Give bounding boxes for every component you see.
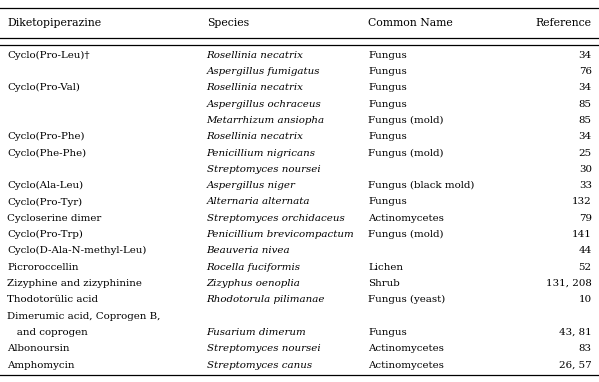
Text: Cycloserine dimer: Cycloserine dimer (7, 214, 101, 223)
Text: Reference: Reference (536, 18, 592, 28)
Text: Cyclo(D-Ala-N-methyl-Leu): Cyclo(D-Ala-N-methyl-Leu) (7, 246, 147, 256)
Text: Cyclo(Pro-Leu)†: Cyclo(Pro-Leu)† (7, 50, 90, 60)
Text: Aspergillus fumigatus: Aspergillus fumigatus (207, 67, 320, 76)
Text: Streptomyces orchidaceus: Streptomyces orchidaceus (207, 214, 344, 223)
Text: Rocella fuciformis: Rocella fuciformis (207, 263, 301, 272)
Text: Alternaria alternata: Alternaria alternata (207, 197, 310, 206)
Text: Fusarium dimerum: Fusarium dimerum (207, 328, 307, 337)
Text: 141: 141 (572, 230, 592, 239)
Text: Rosellinia necatrix: Rosellinia necatrix (207, 83, 304, 92)
Text: Albonoursin: Albonoursin (7, 344, 69, 353)
Text: Rhodotorula pilimanae: Rhodotorula pilimanae (207, 295, 325, 304)
Text: Species: Species (207, 18, 249, 28)
Text: Cyclo(Phe-Phe): Cyclo(Phe-Phe) (7, 149, 86, 157)
Text: 30: 30 (579, 165, 592, 174)
Text: Zizyphine and zizyphinine: Zizyphine and zizyphinine (7, 279, 142, 288)
Text: Fungus (yeast): Fungus (yeast) (368, 295, 446, 304)
Text: Actinomycetes: Actinomycetes (368, 214, 444, 223)
Text: Fungus: Fungus (368, 197, 407, 206)
Text: Actinomycetes: Actinomycetes (368, 361, 444, 369)
Text: Dimerumic acid, Coprogen B,: Dimerumic acid, Coprogen B, (7, 312, 161, 320)
Text: Fungus (black mold): Fungus (black mold) (368, 181, 475, 190)
Text: Picroroccellin: Picroroccellin (7, 263, 78, 272)
Text: 34: 34 (579, 132, 592, 141)
Text: Penicillium nigricans: Penicillium nigricans (207, 149, 316, 157)
Text: Fungus: Fungus (368, 51, 407, 60)
Text: 83: 83 (579, 344, 592, 353)
Text: Streptomyces canus: Streptomyces canus (207, 361, 312, 369)
Text: 34: 34 (579, 51, 592, 60)
Text: Streptomyces noursei: Streptomyces noursei (207, 344, 320, 353)
Text: Fungus: Fungus (368, 132, 407, 141)
Text: Thodotorülic acid: Thodotorülic acid (7, 295, 98, 304)
Text: 131, 208: 131, 208 (546, 279, 592, 288)
Text: Cyclo(Ala-Leu): Cyclo(Ala-Leu) (7, 181, 83, 190)
Text: Fungus: Fungus (368, 67, 407, 76)
Text: 33: 33 (579, 181, 592, 190)
Text: 10: 10 (579, 295, 592, 304)
Text: Amphomycin: Amphomycin (7, 361, 75, 369)
Text: Streptomyces noursei: Streptomyces noursei (207, 165, 320, 174)
Text: Cyclo(Pro-Phe): Cyclo(Pro-Phe) (7, 132, 84, 141)
Text: Fungus: Fungus (368, 100, 407, 108)
Text: Fungus: Fungus (368, 83, 407, 92)
Text: Fungus (mold): Fungus (mold) (368, 116, 444, 125)
Text: 76: 76 (579, 67, 592, 76)
Text: Rosellinia necatrix: Rosellinia necatrix (207, 132, 304, 141)
Text: Actinomycetes: Actinomycetes (368, 344, 444, 353)
Text: 85: 85 (579, 100, 592, 108)
Text: 26, 57: 26, 57 (559, 361, 592, 369)
Text: Fungus (mold): Fungus (mold) (368, 230, 444, 239)
Text: 132: 132 (572, 197, 592, 206)
Text: 85: 85 (579, 116, 592, 125)
Text: and coprogen: and coprogen (7, 328, 88, 337)
Text: 44: 44 (579, 246, 592, 256)
Text: Shrub: Shrub (368, 279, 400, 288)
Text: Penicillium brevicompactum: Penicillium brevicompactum (207, 230, 355, 239)
Text: Aspergillus ochraceus: Aspergillus ochraceus (207, 100, 322, 108)
Text: 52: 52 (579, 263, 592, 272)
Text: Rosellinia necatrix: Rosellinia necatrix (207, 51, 304, 60)
Text: Fungus: Fungus (368, 328, 407, 337)
Text: Aspergillus niger: Aspergillus niger (207, 181, 295, 190)
Text: Zizyphus oenoplia: Zizyphus oenoplia (207, 279, 301, 288)
Text: Diketopiperazine: Diketopiperazine (7, 18, 101, 28)
Text: Cyclo(Pro-Tyr): Cyclo(Pro-Tyr) (7, 197, 82, 207)
Text: Metarrhizum ansiopha: Metarrhizum ansiopha (207, 116, 325, 125)
Text: Fungus (mold): Fungus (mold) (368, 149, 444, 157)
Text: Common Name: Common Name (368, 18, 453, 28)
Text: Lichen: Lichen (368, 263, 403, 272)
Text: Cyclo(Pro-Trp): Cyclo(Pro-Trp) (7, 230, 83, 239)
Text: Beauveria nivea: Beauveria nivea (207, 246, 291, 256)
Text: 34: 34 (579, 83, 592, 92)
Text: 43, 81: 43, 81 (559, 328, 592, 337)
Text: 25: 25 (579, 149, 592, 157)
Text: Cyclo(Pro-Val): Cyclo(Pro-Val) (7, 83, 80, 92)
Text: 79: 79 (579, 214, 592, 223)
